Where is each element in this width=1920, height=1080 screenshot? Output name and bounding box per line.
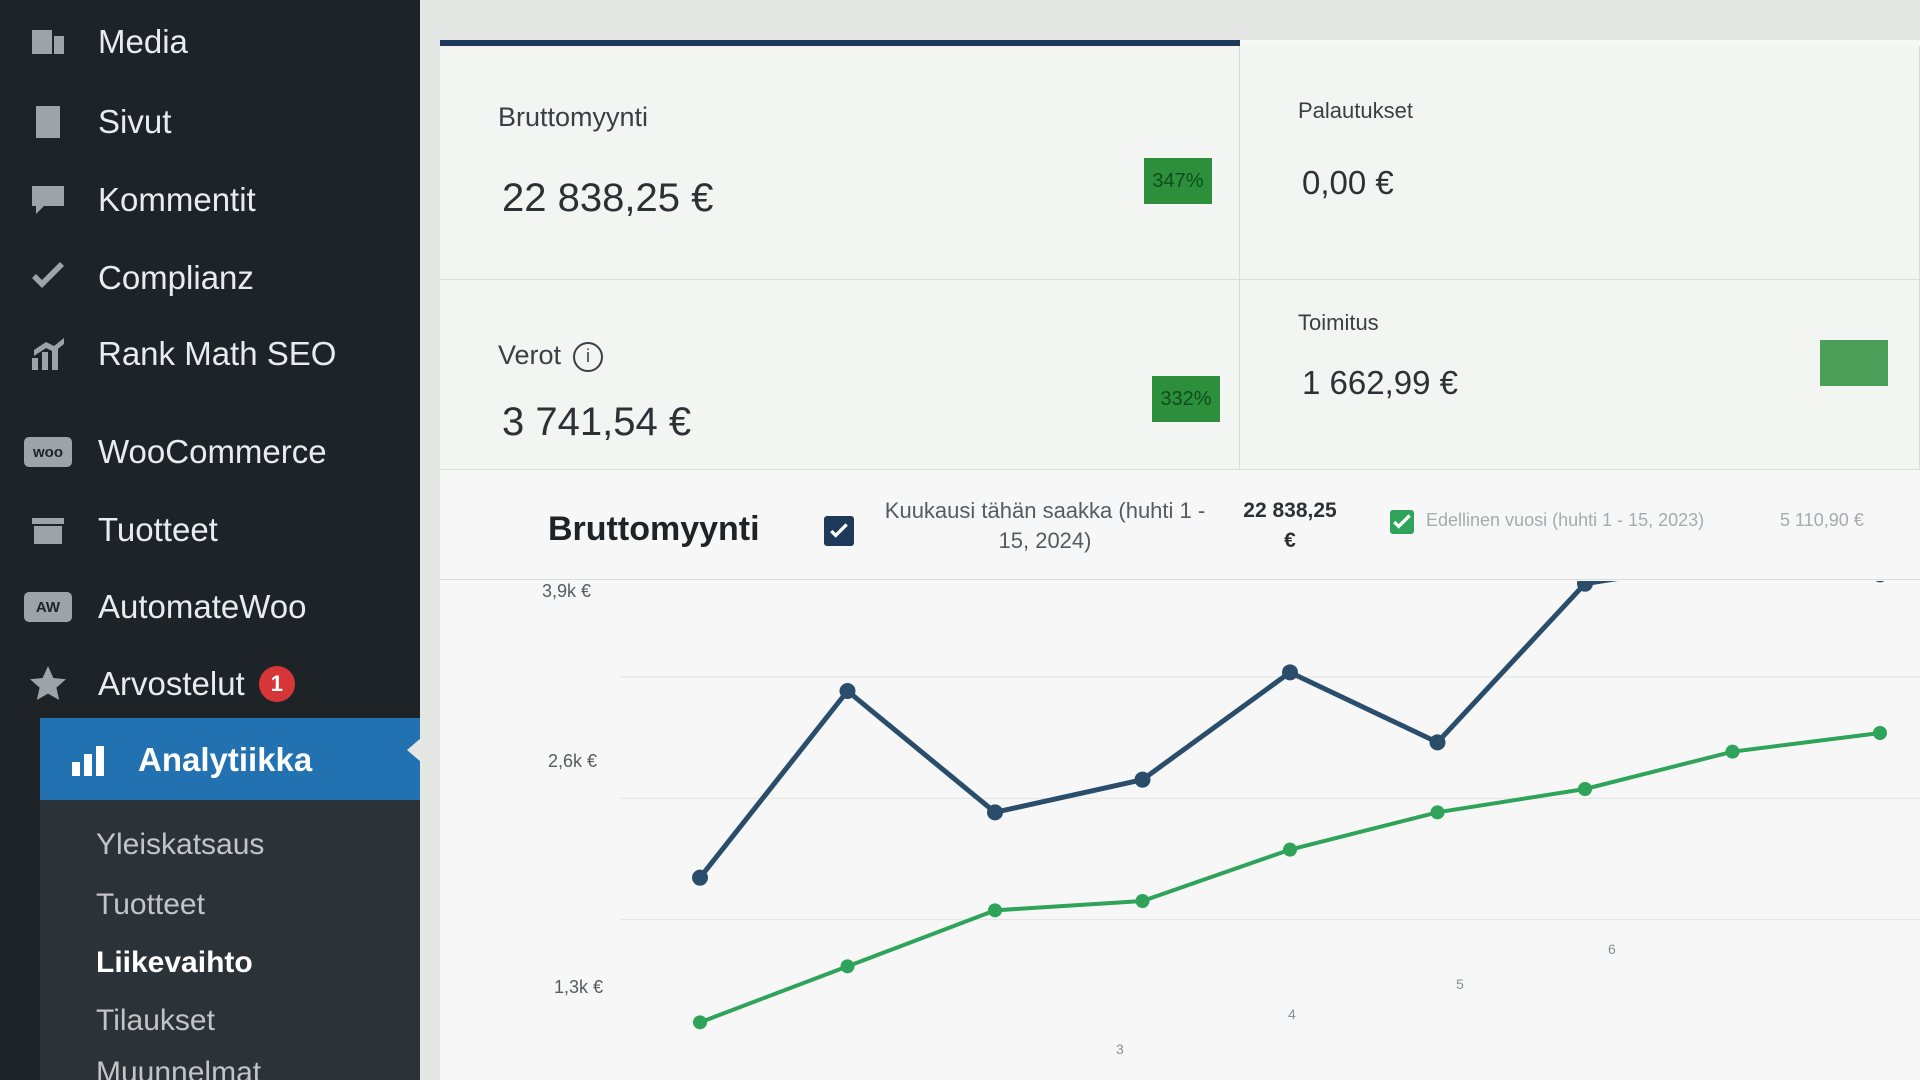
sidebar-item-comments[interactable]: Kommentit [0, 168, 420, 232]
sidebar-item-label: Rank Math SEO [98, 335, 337, 372]
sidebar-item-label: Media [98, 23, 188, 60]
sidebar-item-rank-math[interactable]: Rank Math SEO [0, 322, 420, 386]
media-icon [24, 22, 72, 62]
sidebar-item-label: Tuotteet [98, 511, 218, 548]
delta-badge [1820, 340, 1888, 386]
sidebar-item-label: Kommentit [98, 181, 256, 218]
current-period-label: Kuukausi tähän saakka (huhti 1 - 15, 202… [884, 498, 1206, 553]
current-period-checkbox[interactable] [824, 516, 854, 546]
comments-icon [24, 180, 72, 220]
submenu-products[interactable]: Tuotteet [96, 888, 205, 921]
submenu-overview[interactable]: Yleiskatsaus [96, 828, 265, 861]
card-label: Palautukset [1298, 98, 1413, 123]
data-point [693, 1015, 707, 1030]
data-point [1578, 782, 1592, 796]
y-tick: 1,3k € [554, 977, 604, 997]
data-point [1725, 744, 1740, 759]
current-period-value: 22 838,25 € [1243, 499, 1337, 552]
data-point [1134, 771, 1151, 788]
card-label: Toimitus [1298, 310, 1379, 335]
data-point [1282, 664, 1298, 681]
card-value: 0,00 € [1302, 164, 1394, 201]
data-point [839, 683, 856, 699]
selected-card-indicator [440, 40, 1240, 46]
previous-period-value: 5 110,90 € [1780, 510, 1864, 530]
previous-period-checkbox[interactable] [1390, 510, 1414, 534]
admin-sidebar: Media Sivut Kommentit Complianz Rank Mat… [0, 0, 421, 1080]
notification-badge: 1 [258, 666, 295, 702]
delta-badge: 332% [1152, 376, 1220, 422]
checkmark-icon [830, 523, 848, 538]
data-point [1873, 726, 1887, 740]
chart-title: Bruttomyynti [548, 510, 760, 548]
submenu-orders[interactable]: Tilaukset [96, 1004, 215, 1037]
previous-period-label: Edellinen vuosi (huhti 1 - 15, 2023) [1426, 510, 1705, 530]
chart-plot [620, 581, 1920, 1030]
data-point [988, 903, 1002, 918]
chart-header: Bruttomyynti Kuukausi tähän saakka (huht… [440, 470, 1920, 580]
sidebar-item-automatewoo[interactable]: AW AutomateWoo [0, 575, 420, 639]
sidebar-item-label: AutomateWoo [98, 588, 307, 625]
submenu-variations[interactable]: Muunnelmat [96, 1056, 262, 1080]
x-tick: 3 [1116, 1041, 1124, 1057]
checkmark-icon [1393, 514, 1411, 529]
data-point [1283, 842, 1297, 857]
sidebar-item-label: Arvostelut [98, 665, 245, 702]
data-point [692, 869, 708, 886]
taxes-card[interactable]: Verot i 3 741,54 € 332% [440, 280, 1240, 470]
card-label: Verot i [498, 340, 604, 372]
sidebar-item-media[interactable]: Media [0, 10, 420, 74]
x-tick: 6 [1608, 941, 1616, 957]
sidebar-item-label: WooCommerce [98, 433, 327, 470]
automatewoo-icon: AW [24, 587, 72, 627]
data-point [1875, 581, 1885, 583]
y-tick: 2,6k € [548, 751, 598, 771]
sidebar-item-woocommerce[interactable]: woo WooCommerce [0, 420, 420, 484]
data-point [1135, 894, 1150, 908]
sidebar-item-reviews[interactable]: Arvostelut 1 [0, 652, 420, 716]
data-point [840, 959, 855, 974]
checkmark-icon [24, 258, 72, 298]
data-point [987, 804, 1003, 821]
analytics-submenu: Yleiskatsaus Tuotteet Liikevaihto Tilauk… [40, 800, 420, 1080]
sidebar-item-label: Analytiikka [138, 741, 313, 778]
x-tick: 5 [1456, 976, 1464, 992]
products-icon [24, 510, 72, 550]
sidebar-item-analytics[interactable]: Analytiikka [40, 718, 421, 802]
pages-icon [24, 102, 72, 142]
rank-math-icon [24, 334, 72, 374]
series-line-previous [699, 731, 1881, 1025]
data-point [1577, 581, 1593, 592]
info-icon[interactable]: i [573, 341, 604, 372]
refunds-card[interactable]: Palautukset 0,00 € [1240, 46, 1920, 280]
bar-chart-icon [64, 740, 112, 780]
data-point [1429, 734, 1446, 751]
submenu-revenue[interactable]: Liikevaihto [96, 946, 253, 979]
card-value: 22 838,25 € [502, 176, 714, 220]
delta-badge: 347% [1144, 158, 1212, 204]
woocommerce-icon: woo [24, 432, 72, 472]
x-tick: 4 [1288, 1006, 1296, 1022]
main-content: Bruttomyynti 22 838,25 € 347% Palautukse… [440, 0, 1920, 1080]
line-chart: 3,9k € 2,6k € 1,3k € 3 4 5 6 [440, 581, 1920, 1080]
sidebar-item-products[interactable]: Tuotteet [0, 498, 420, 562]
data-point [1430, 805, 1445, 820]
gross-sales-card[interactable]: Bruttomyynti 22 838,25 € 347% [440, 46, 1240, 280]
y-tick: 3,9k € [542, 581, 592, 601]
star-icon [24, 664, 72, 704]
shipping-card[interactable]: Toimitus 1 662,99 € [1240, 280, 1920, 470]
series-line-current [698, 581, 1618, 880]
sidebar-item-label: Complianz [98, 259, 254, 296]
sidebar-item-pages[interactable]: Sivut [0, 90, 420, 154]
card-label: Bruttomyynti [498, 102, 649, 132]
card-value: 1 662,99 € [1302, 364, 1458, 401]
sidebar-item-label: Sivut [98, 103, 172, 140]
sidebar-item-complianz[interactable]: Complianz [0, 246, 420, 310]
card-value: 3 741,54 € [502, 400, 692, 444]
